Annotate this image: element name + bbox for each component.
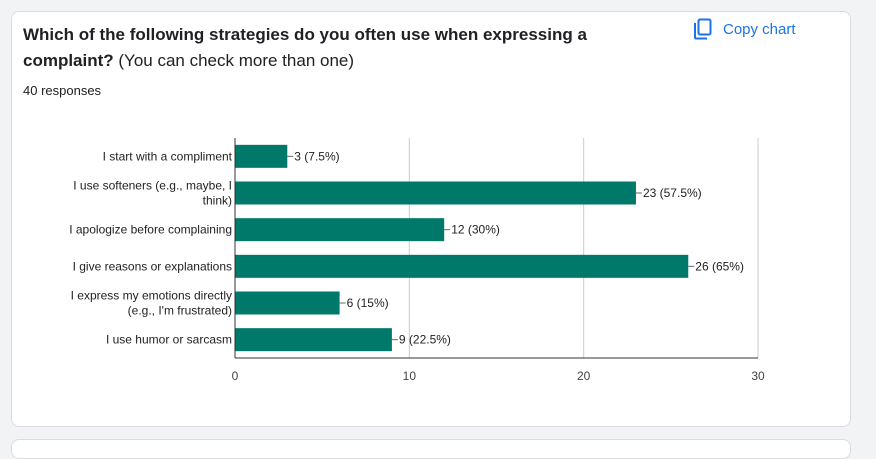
bar-chart: 0 10 20 30 3 (7.5%) I start with a compliment… [69, 138, 765, 383]
value-label: 12 (30%) [451, 223, 500, 237]
category-label-line: think) [203, 194, 232, 208]
x-tick-label: 0 [232, 369, 239, 383]
bar [235, 181, 636, 205]
value-label: 9 (22.5%) [399, 333, 451, 347]
category-label: I express my emotions directly (e.g., I'm… [71, 289, 232, 318]
value-label: 23 (57.5%) [643, 186, 702, 200]
category-label-line: I express my emotions directly [71, 289, 232, 303]
response-count: 40 responses [23, 83, 102, 98]
category-label-line: I apologize before complaining [69, 223, 232, 237]
category-label-line: (e.g., I'm frustrated) [128, 304, 232, 318]
question-title: Which of the following strategies do you… [23, 22, 643, 74]
question-title-note: (You can check more than one) [113, 51, 355, 70]
category-label: I start with a compliment [103, 149, 233, 163]
x-tick-label: 10 [403, 369, 417, 383]
value-label: 3 (7.5%) [294, 149, 339, 163]
bar [235, 254, 689, 278]
category-label: I apologize before complaining [69, 223, 232, 237]
bar [235, 144, 288, 168]
x-tick-label: 20 [577, 369, 591, 383]
copy-chart-label: Copy chart [723, 20, 796, 38]
value-label: 6 (15%) [347, 296, 389, 310]
copy-chart-button[interactable]: Copy chart [693, 18, 796, 40]
value-label: 26 (65%) [695, 259, 744, 273]
x-tick-label: 30 [751, 369, 765, 383]
category-label-line: I use humor or sarcasm [106, 333, 232, 347]
bar [235, 328, 392, 352]
category-label: I give reasons or explanations [73, 259, 232, 273]
category-label-line: I use softeners (e.g., maybe, I [73, 179, 232, 193]
category-label-line: I give reasons or explanations [73, 259, 232, 273]
bar [235, 291, 340, 315]
copy-icon [694, 18, 712, 40]
bar [235, 218, 445, 242]
question-title-main: Which of the following strategies do you… [23, 25, 587, 70]
category-label: I use humor or sarcasm [106, 333, 232, 347]
category-label-line: I start with a compliment [103, 149, 233, 163]
